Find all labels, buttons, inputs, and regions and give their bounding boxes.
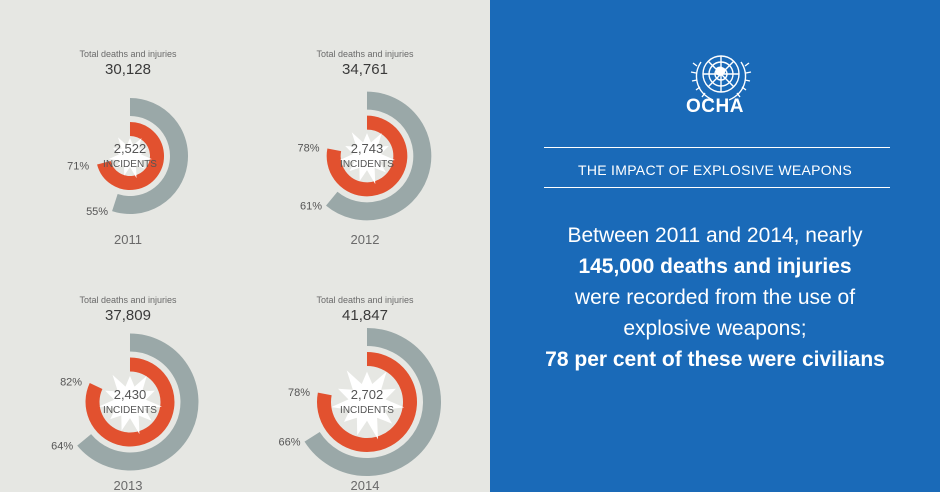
summary-text: Between 2011 and 2014, nearly 145,000 de… bbox=[500, 220, 930, 375]
civilian-arc-2012 bbox=[326, 115, 408, 197]
donut-2013: 2,430 INCIDENTS 82% 64% bbox=[51, 333, 199, 471]
total-value: 30,128 bbox=[105, 61, 151, 78]
total-value: 41,847 bbox=[342, 307, 388, 324]
incidents-label-2011: INCIDENTS bbox=[103, 159, 157, 170]
chart-2014: 2,702 INCIDENTS 78% 66% Total deaths and inj… bbox=[275, 246, 520, 493]
total-arc-2013 bbox=[77, 333, 199, 471]
chart-2012: 2,743 INCIDENTS 78% 61% Total deaths and inj… bbox=[275, 0, 520, 247]
summary-line-2: 145,000 deaths and injuries bbox=[578, 255, 852, 278]
brand-name: OCHA bbox=[686, 96, 744, 117]
total-pct-label-2014: 66% bbox=[278, 437, 300, 449]
incidents-label-2014: INCIDENTS bbox=[340, 405, 394, 416]
incidents-value-2012: 2,743 bbox=[351, 141, 384, 156]
total-arc-2011 bbox=[112, 98, 188, 214]
year-label: 2014 bbox=[350, 478, 380, 493]
incidents-label-2013: INCIDENTS bbox=[103, 405, 157, 416]
chart-2013: 2,430 INCIDENTS 82% 64% Total deaths and inj… bbox=[38, 246, 283, 493]
total-value: 37,809 bbox=[105, 307, 151, 324]
charts-panel: 2,522 INCIDENTS 71% 55% Total deaths and inj… bbox=[0, 0, 490, 493]
explosion-icon bbox=[108, 137, 152, 179]
civilian-arc-2014 bbox=[317, 352, 417, 452]
year-label: 2013 bbox=[113, 478, 143, 493]
summary-line-1: Between 2011 and 2014, nearly bbox=[567, 224, 863, 247]
explosion-icon bbox=[99, 374, 162, 435]
donut-2012: 2,743 INCIDENTS 78% 61% bbox=[297, 91, 432, 221]
summary-line-4: explosive weapons; bbox=[623, 317, 807, 340]
civilian-arc-2013 bbox=[85, 357, 175, 447]
summary-line-3: were recorded from the use of bbox=[574, 286, 856, 309]
incidents-value-2014: 2,702 bbox=[351, 387, 384, 402]
incidents-value-2013: 2,430 bbox=[114, 387, 147, 402]
total-pct-label-2013: 64% bbox=[51, 441, 73, 453]
total-caption: Total deaths and injuries bbox=[79, 295, 177, 305]
explosion-icon bbox=[331, 370, 405, 440]
info-panel: OCHA THE IMPACT OF EXPLOSIVE WEAPONS Bet… bbox=[490, 0, 940, 492]
divider-bottom bbox=[544, 187, 890, 188]
total-caption: Total deaths and injuries bbox=[79, 49, 177, 59]
total-caption: Total deaths and injuries bbox=[316, 295, 414, 305]
headline: THE IMPACT OF EXPLOSIVE WEAPONS bbox=[577, 162, 853, 178]
divider-top bbox=[544, 147, 890, 148]
total-arc-2012 bbox=[326, 91, 432, 221]
civilian-pct-label-2012: 78% bbox=[297, 143, 319, 155]
civilian-pct-label-2011: 71% bbox=[67, 161, 89, 173]
explosion-icon bbox=[340, 132, 395, 185]
year-label: 2011 bbox=[114, 232, 142, 247]
total-pct-label-2011: 55% bbox=[86, 206, 108, 218]
total-value: 34,761 bbox=[342, 61, 388, 78]
summary-line-5: 78 per cent of these were civilians bbox=[545, 348, 885, 371]
civilian-pct-label-2014: 78% bbox=[288, 387, 310, 399]
civilian-pct-label-2013: 82% bbox=[60, 376, 82, 388]
year-label: 2012 bbox=[350, 232, 380, 247]
total-caption: Total deaths and injuries bbox=[316, 49, 414, 59]
total-pct-label-2012: 61% bbox=[300, 201, 322, 213]
incidents-value-2011: 2,522 bbox=[114, 141, 147, 156]
donut-2011: 2,522 INCIDENTS 71% 55% bbox=[67, 98, 188, 218]
un-emblem-icon bbox=[683, 38, 759, 114]
donut-2014: 2,702 INCIDENTS 78% 66% bbox=[278, 328, 441, 476]
incidents-label-2012: INCIDENTS bbox=[340, 159, 394, 170]
total-arc-2014 bbox=[304, 328, 441, 476]
civilian-arc-2011 bbox=[97, 122, 164, 190]
chart-2011: 2,522 INCIDENTS 71% 55% Total deaths and inj… bbox=[38, 0, 283, 247]
